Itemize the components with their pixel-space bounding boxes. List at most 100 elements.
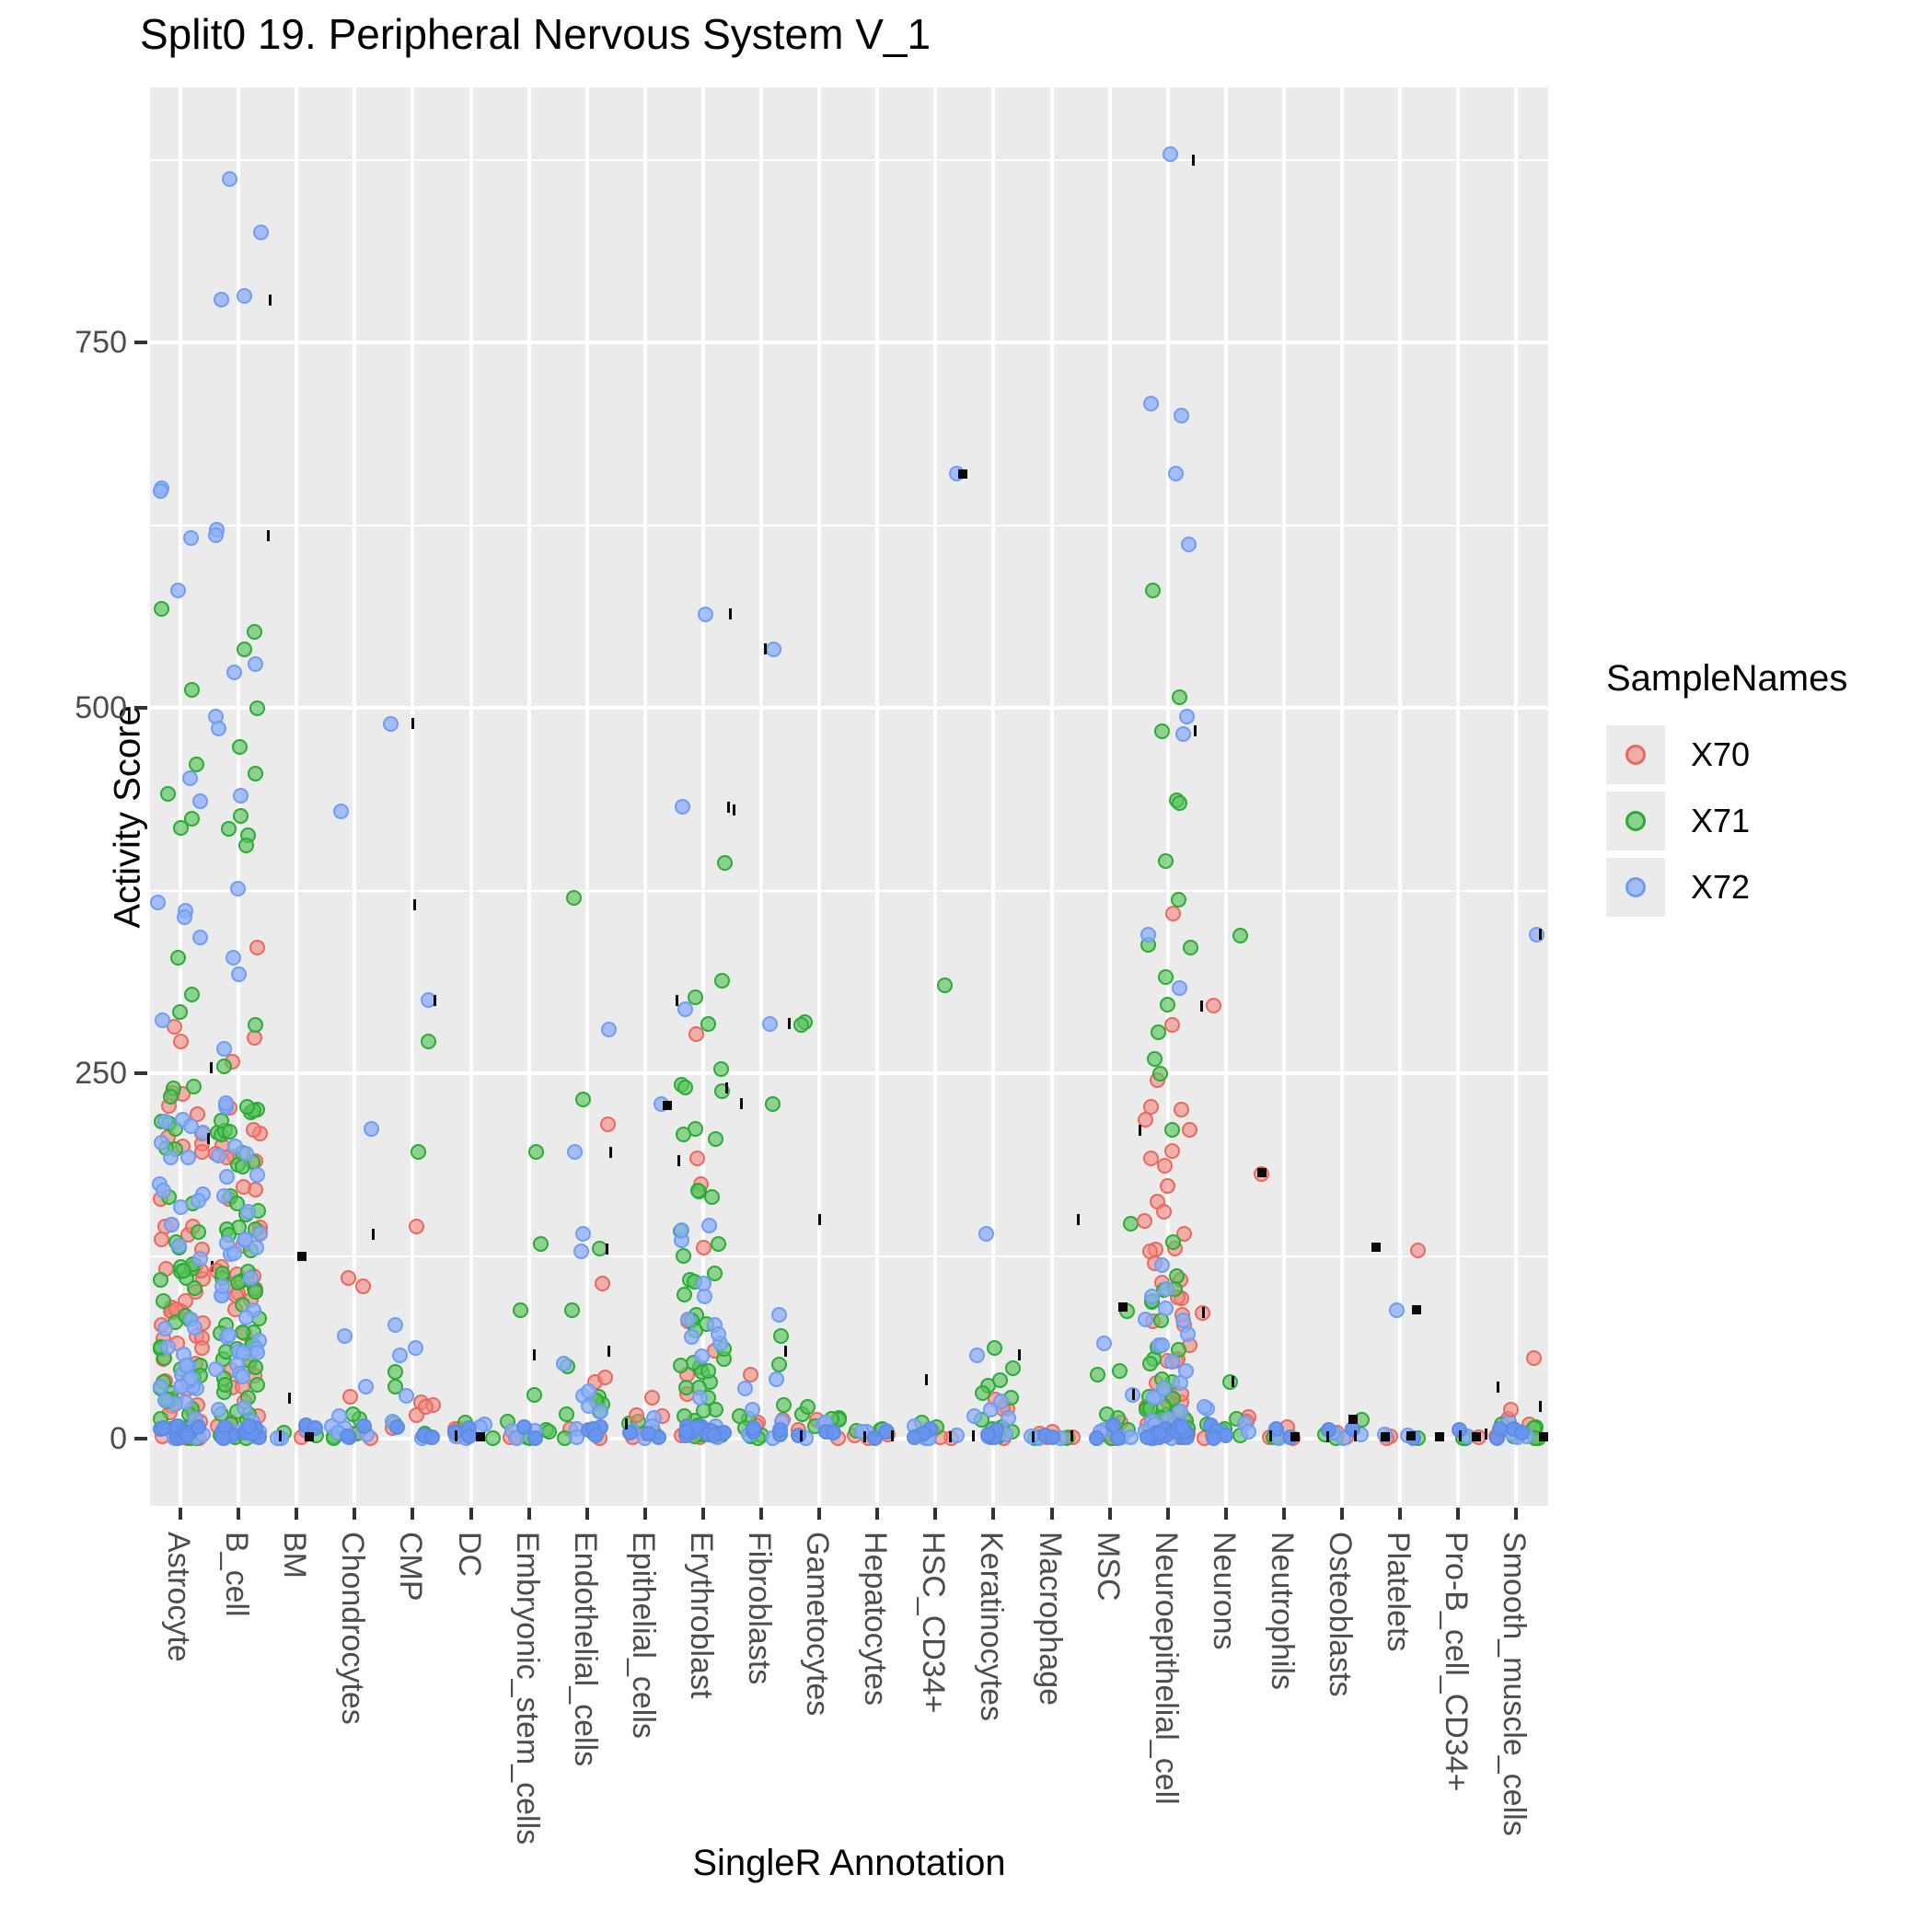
legend-entry-X72: X72 (1606, 858, 1847, 917)
data-point (596, 1370, 613, 1386)
data-point (156, 1114, 173, 1130)
x-tick-label-Neurons: Neurons (1206, 1532, 1242, 1650)
data-point (980, 1426, 997, 1442)
black-square-mark (1435, 1432, 1445, 1442)
data-point (423, 1429, 440, 1446)
data-point (674, 1221, 690, 1238)
y-axis-title: Activity Score (107, 705, 148, 929)
data-point (1045, 1429, 1061, 1446)
legend-key-swatch (1606, 792, 1665, 850)
data-point (677, 1287, 693, 1303)
data-point (771, 1421, 788, 1438)
data-point (1140, 926, 1156, 943)
data-point (673, 1358, 689, 1374)
x-tick-mark (295, 1508, 299, 1520)
gridline-major-x-Neurons (1223, 87, 1228, 1506)
data-point (1164, 1142, 1181, 1159)
data-point (364, 1120, 380, 1137)
data-point (410, 1144, 426, 1161)
x-tick-label-BM: BM (277, 1532, 313, 1579)
black-tick-mark (1077, 1213, 1081, 1225)
black-tick-mark (1070, 1429, 1073, 1441)
data-point (717, 854, 734, 871)
black-tick-mark (787, 1018, 791, 1029)
data-point (237, 1145, 254, 1162)
black-square-mark (297, 1251, 307, 1261)
data-point (160, 786, 177, 803)
data-point (235, 1179, 251, 1196)
black-tick-mark (533, 1349, 537, 1361)
data-point (707, 1130, 723, 1147)
data-point (182, 769, 199, 786)
black-tick-mark (1192, 154, 1196, 166)
data-point (170, 950, 187, 966)
data-point (688, 1025, 704, 1042)
gridline-major-x-Smooth_muscle_cells (1514, 87, 1519, 1506)
black-tick-mark (733, 804, 736, 816)
x-tick-mark (933, 1508, 938, 1520)
data-point (1112, 1363, 1128, 1380)
gridline-major-x-MSC (1107, 87, 1112, 1506)
x-tick-label-Endothelial_cells: Endothelial_cells (567, 1532, 603, 1767)
data-point (1177, 1362, 1194, 1379)
x-tick-label-B_cell: B_cell (219, 1532, 255, 1617)
gridline-major-y500 (150, 706, 1548, 710)
x-tick-label-Smooth_muscle_cells: Smooth_muscle_cells (1497, 1532, 1533, 1836)
data-point (689, 1183, 706, 1199)
data-point (629, 1407, 645, 1424)
x-tick-mark (1049, 1508, 1054, 1520)
x-tick-mark (1223, 1508, 1228, 1520)
black-tick-mark (763, 643, 767, 655)
black-tick-mark (1132, 1389, 1136, 1401)
data-point (697, 606, 713, 622)
data-point (1182, 939, 1198, 955)
data-point (249, 1167, 265, 1184)
x-tick-label-Neutrophils: Neutrophils (1264, 1532, 1300, 1690)
gridline-major-y250 (150, 1071, 1548, 1075)
data-point (167, 1018, 183, 1035)
black-tick-mark (1484, 1429, 1487, 1440)
black-tick-mark (411, 718, 414, 730)
black-tick-mark (799, 1429, 803, 1441)
data-point (1525, 1350, 1542, 1367)
data-point (183, 811, 200, 827)
black-tick-mark (1496, 1382, 1499, 1394)
data-point (392, 1348, 409, 1364)
data-point (1143, 1150, 1160, 1166)
data-point (773, 1328, 790, 1345)
gridline-major-x-Osteoblasts (1340, 87, 1344, 1506)
y-tick-mark (134, 706, 147, 710)
data-point (711, 1325, 727, 1342)
data-point (687, 989, 703, 1005)
data-point (356, 1418, 373, 1435)
data-point (156, 1393, 173, 1409)
data-point (688, 1150, 705, 1166)
data-point (179, 1149, 196, 1165)
legend-label: X72 (1691, 868, 1751, 906)
data-point (388, 1364, 404, 1381)
data-point (1143, 1289, 1160, 1305)
data-point (692, 1389, 709, 1406)
data-point (568, 1429, 584, 1445)
x-tick-mark (1514, 1508, 1519, 1520)
data-point (513, 1301, 529, 1318)
data-point (573, 1244, 590, 1260)
y-tick-label: 0 (110, 1421, 127, 1456)
data-point (696, 1240, 712, 1256)
black-tick-mark (739, 1098, 743, 1110)
data-point (1174, 1418, 1190, 1435)
data-point (153, 600, 169, 617)
black-tick-mark (948, 1431, 952, 1443)
data-point (978, 1226, 994, 1243)
data-point (417, 1398, 434, 1415)
data-point (238, 837, 255, 853)
black-tick-mark (676, 994, 679, 1006)
data-point (680, 1312, 697, 1328)
data-point (190, 1419, 206, 1436)
x-tick-mark (1340, 1508, 1344, 1520)
data-point (1163, 1122, 1180, 1139)
data-point (389, 1419, 406, 1436)
data-point (1172, 980, 1188, 997)
data-point (153, 1272, 169, 1289)
data-point (172, 819, 189, 836)
